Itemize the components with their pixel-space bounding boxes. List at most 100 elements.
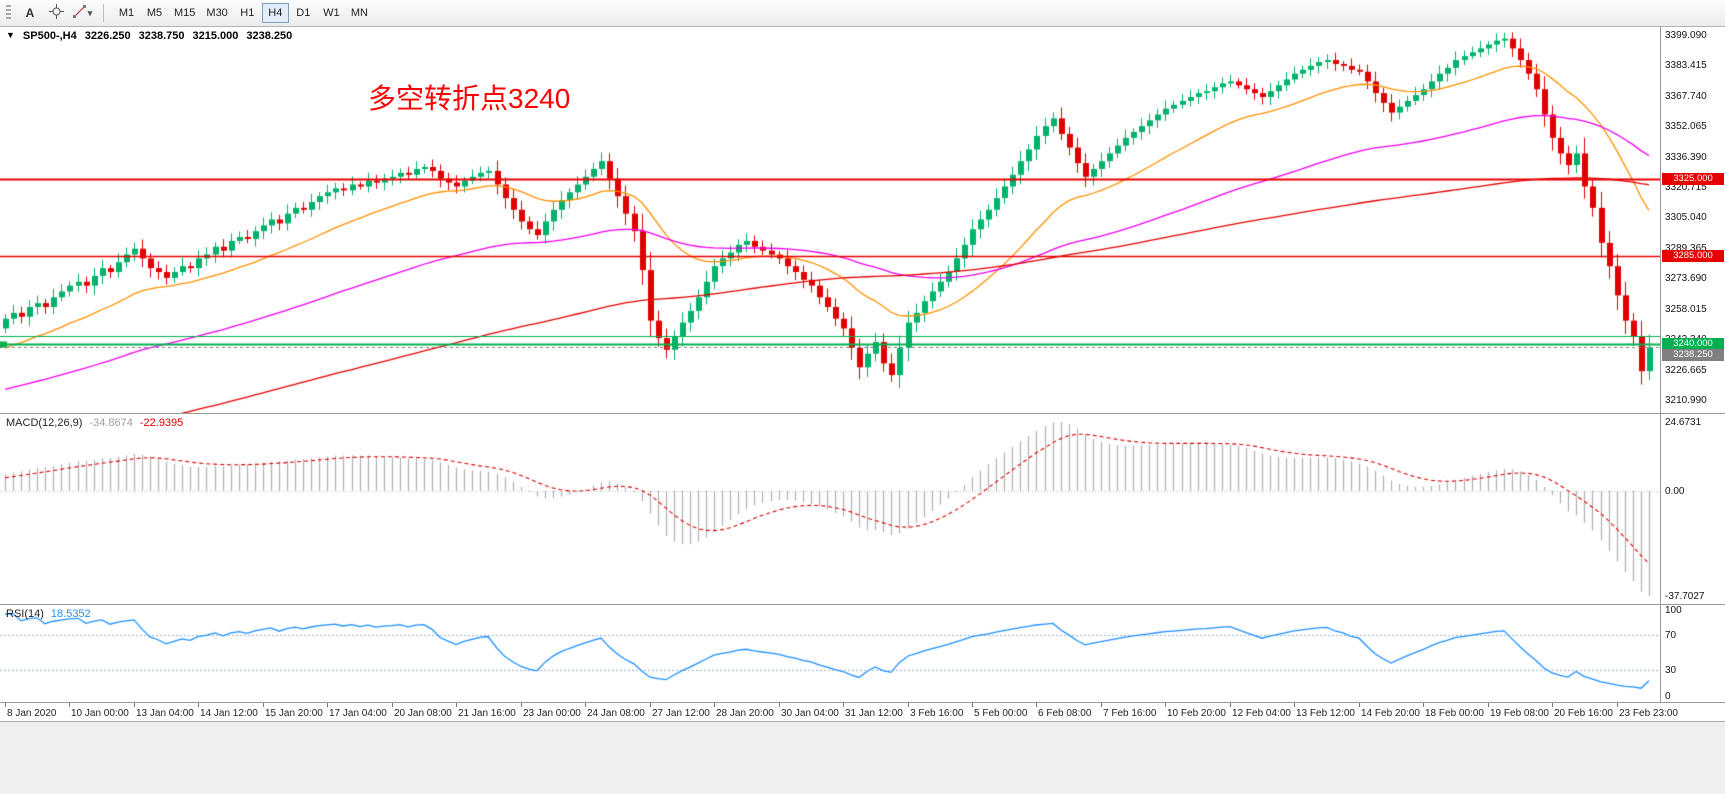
time-axis-tick [456,703,457,707]
time-axis-tick [650,703,651,707]
main-chart-panel: ▼ SP500-,H4 3226.250 3238.750 3215.000 3… [0,27,1725,414]
time-axis-tick [521,703,522,707]
crosshair-icon [48,4,64,22]
collapse-triangle-icon[interactable]: ▼ [6,30,15,40]
macd-chart-canvas[interactable] [0,414,1660,604]
macd-indicator-panel: MACD(12,26,9) -34.8674 -22.9395 24.6731 0… [0,414,1725,605]
trendline-icon [72,4,87,22]
time-axis-label: 12 Feb 04:00 [1232,708,1291,719]
price-axis-label: 3320.715 [1665,182,1707,193]
timeframe-button-h4[interactable]: H4 [261,3,289,23]
crosshair-tool-button[interactable] [44,3,68,24]
chart-header: ▼ SP500-,H4 3226.250 3238.750 3215.000 3… [6,30,292,42]
chevron-down-icon: ▾ [87,7,93,18]
macd-axis: 24.6731 0.00 -37.7027 [1660,414,1725,604]
timeframe-button-w1[interactable]: W1 [318,3,345,23]
time-axis-tick [1617,703,1618,707]
time-axis-tick [69,703,70,707]
rsi-axis-label: 100 [1665,605,1682,616]
price-tag-3325[interactable]: 3325.000 [1662,172,1724,185]
price-axis-label: 3226.665 [1665,364,1707,376]
time-axis-tick [1101,703,1102,707]
macd-signal-value: -22.9395 [139,417,184,429]
rsi-label: RSI(14) [6,608,44,620]
toolbar: A ▾ M1 M5 M15 M30 H1 H4 D1 W1 MN [0,0,1725,27]
timeframe-button-m30[interactable]: M30 [201,3,232,23]
time-axis-label: 14 Jan 12:00 [200,708,258,719]
time-axis-tick [1488,703,1489,707]
time-axis-tick [1036,703,1037,707]
rsi-chart-canvas[interactable] [0,605,1660,702]
macd-axis-label: -37.7027 [1665,591,1705,602]
time-axis-label: 10 Feb 20:00 [1167,708,1226,719]
time-axis-label: 10 Jan 00:00 [71,708,129,719]
time-axis-label: 23 Jan 00:00 [523,708,581,719]
time-axis-tick [714,703,715,707]
rsi-axis-label: 70 [1665,630,1677,642]
price-axis-label: 3399.090 [1665,29,1707,41]
price-axis-label: 3336.390 [1665,151,1707,163]
time-axis-tick [263,703,264,707]
macd-axis-label: 24.6731 [1665,417,1702,428]
time-axis-label: 20 Jan 08:00 [394,708,452,719]
time-axis-label: 15 Jan 20:00 [265,708,323,719]
time-axis-tick [1294,703,1295,707]
time-axis-tick [198,703,199,707]
time-axis-tick [585,703,586,707]
timeframe-button-mn[interactable]: MN [346,3,373,23]
time-axis-tick [972,703,973,707]
time-axis-label: 14 Feb 20:00 [1361,708,1420,719]
time-axis-label: 3 Feb 16:00 [910,708,964,719]
time-axis-label: 19 Feb 08:00 [1490,708,1549,719]
ohlc-close: 3238.250 [246,30,293,42]
macd-header: MACD(12,26,9) -34.8674 -22.9395 [6,417,183,429]
cursor-tool-button[interactable]: A [18,3,42,24]
time-axis-label: 24 Jan 08:00 [587,708,645,719]
time-axis-label: 27 Jan 12:00 [652,708,710,719]
price-axis-label: 3273.690 [1665,273,1707,285]
timeframe-button-m15[interactable]: M15 [169,3,200,23]
time-axis-label: 13 Jan 04:00 [136,708,194,719]
time-axis-label: 30 Jan 04:00 [781,708,839,719]
symbol-timeframe-label: SP500-,H4 [22,30,77,42]
price-axis-label: 3383.415 [1665,60,1707,72]
time-axis-tick [327,703,328,707]
toolbar-separator [103,4,104,22]
time-axis-label: 8 Jan 2020 [7,708,57,719]
price-axis-label: 3289.365 [1665,242,1707,254]
ohlc-high: 3238.750 [138,30,185,42]
time-axis-label: 7 Feb 16:00 [1103,708,1157,719]
time-axis-label: 13 Feb 12:00 [1296,708,1355,719]
time-axis-label: 21 Jan 16:00 [458,708,516,719]
time-axis-label: 17 Jan 04:00 [329,708,387,719]
timeframe-button-m5[interactable]: M5 [141,3,168,23]
time-axis-label: 6 Feb 08:00 [1038,708,1092,719]
macd-label: MACD(12,26,9) [6,417,83,429]
rsi-indicator-panel: RSI(14) 18.5352 100 70 30 0 [0,605,1725,703]
toolbar-grip-handle[interactable] [6,5,11,21]
price-axis-label: 3352.065 [1665,121,1707,133]
time-axis-label: 28 Jan 20:00 [716,708,774,719]
bid-price-tag[interactable]: 3238.250 [1662,349,1724,362]
macd-main-value: -34.8674 [89,417,133,429]
chart-annotation-text: 多空转折点3240 [368,83,571,114]
candlestick-chart-canvas[interactable] [0,27,1660,413]
time-axis-label: 20 Feb 16:00 [1554,708,1613,719]
rsi-header: RSI(14) 18.5352 [6,608,91,620]
timeframe-button-group: M1 M5 M15 M30 H1 H4 D1 W1 MN [113,3,373,23]
time-axis-tick [1230,703,1231,707]
price-axis-label: 3210.990 [1665,395,1707,407]
time-axis-tick [1165,703,1166,707]
timeframe-button-m1[interactable]: M1 [113,3,140,23]
price-axis-label: 3258.015 [1665,303,1707,315]
time-axis-tick [779,703,780,707]
timeframe-button-h1[interactable]: H1 [234,3,261,23]
price-tag-3240[interactable]: 3240.000 [1662,337,1724,350]
time-axis[interactable]: 8 Jan 2020 10 Jan 00:00 13 Jan 04:00 14 Jan… [0,703,1725,722]
time-axis-tick [843,703,844,707]
line-tools-button[interactable]: ▾ [70,3,94,24]
time-axis-tick [392,703,393,707]
price-tag-3285[interactable]: 3285.000 [1662,250,1724,263]
timeframe-button-d1[interactable]: D1 [290,3,317,23]
